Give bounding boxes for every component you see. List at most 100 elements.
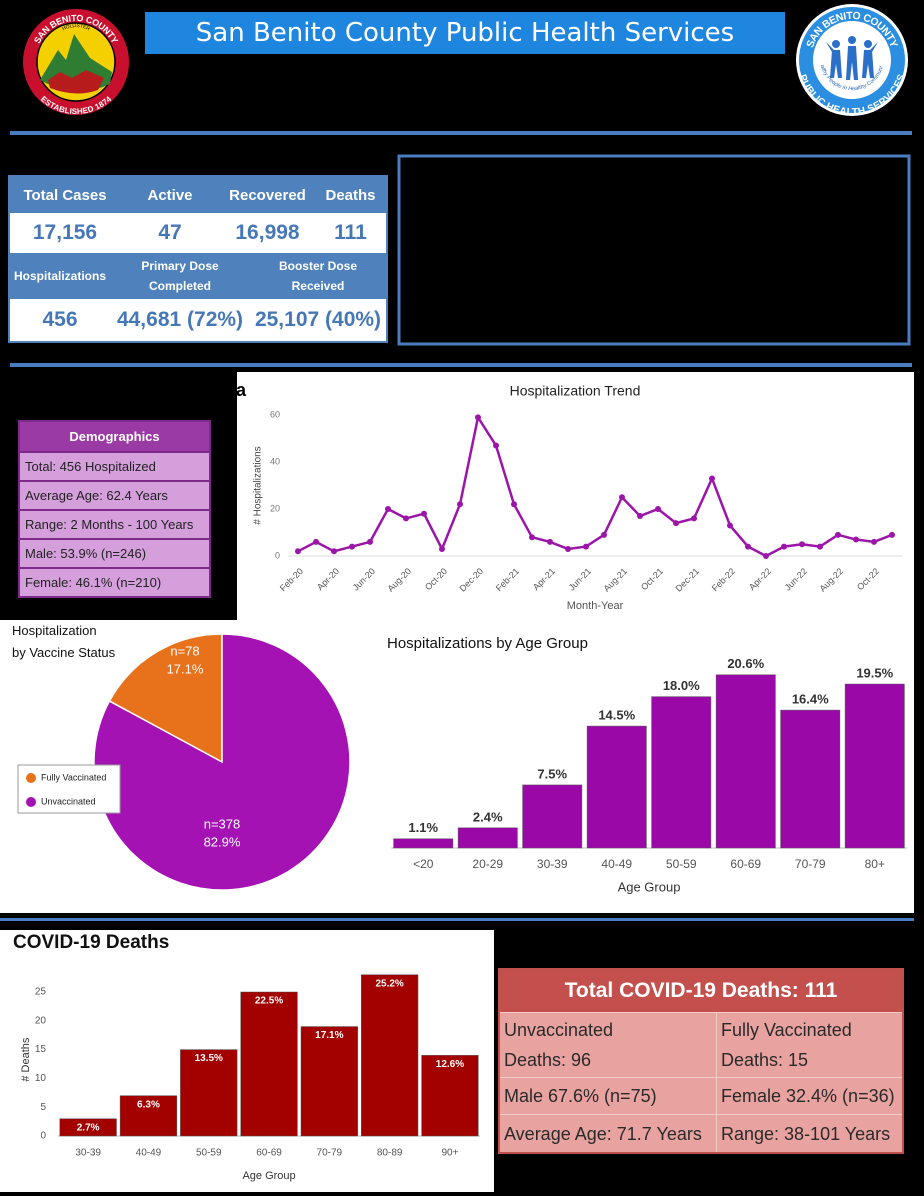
x-tick-label: 70-79	[317, 1148, 343, 1159]
county-seal: SAN BENITO COUNTY ESTABLISHED 1874 HOLLI…	[21, 7, 131, 117]
bar	[780, 709, 841, 849]
value-cell: 17,156	[32, 221, 98, 244]
deaths-table: Total COVID-19 Deaths: 111 Unvaccinated …	[498, 968, 904, 1154]
trend-point	[763, 553, 769, 559]
share-label: 2.7%	[77, 1122, 100, 1133]
trend-point	[349, 543, 355, 550]
bar	[651, 696, 712, 849]
bar	[844, 683, 905, 849]
deaths-cell: Average Age: 71.7 Years	[504, 1123, 702, 1144]
trend-point	[871, 538, 877, 545]
trend-point	[817, 543, 823, 550]
x-axis-title: Age Group	[618, 879, 681, 894]
trend-point	[655, 506, 661, 512]
value-cell: 25,107 (40%)	[254, 308, 382, 331]
x-tick-label: 40-49	[601, 857, 632, 871]
trend-point	[583, 543, 589, 550]
x-tick-label: 60-69	[256, 1148, 282, 1159]
trend-point	[691, 515, 697, 522]
y-tick-label: 15	[35, 1044, 47, 1055]
trend-point	[853, 536, 859, 543]
chart-title: COVID-19 Deaths	[13, 932, 169, 953]
x-tick-label: 50-59	[196, 1148, 222, 1159]
share-label: 13.5%	[195, 1053, 223, 1064]
deaths-cell: Female 32.4% (n=36)	[716, 1078, 902, 1114]
trend-point	[727, 522, 733, 529]
y-tick-label: 10	[35, 1073, 47, 1084]
x-tick-label: 70-79	[795, 857, 826, 871]
separator	[10, 131, 912, 135]
page-title: San Benito County Public Health Services	[145, 12, 785, 54]
trend-point	[565, 545, 571, 552]
value-label: 14.5%	[598, 708, 635, 723]
bar	[59, 1118, 117, 1137]
share-label: 25.2%	[375, 978, 403, 989]
count-label: n=78	[170, 643, 199, 658]
trend-point	[835, 531, 841, 538]
trend-point	[529, 534, 535, 541]
deaths-cell: Unvaccinated Deaths: 96	[504, 1020, 614, 1070]
demographics-row: Male: 53.9% (n=246)	[20, 538, 209, 567]
trend-point	[637, 513, 643, 520]
deaths-row: Male 67.6% (n=75) Female 32.4% (n=36)	[500, 1077, 902, 1114]
trend-point	[367, 538, 373, 545]
trend-point	[439, 545, 445, 552]
y-tick-label: 40	[270, 456, 280, 466]
y-tick-label: 20	[35, 1015, 47, 1026]
trend-point	[745, 543, 751, 550]
trend-point	[457, 501, 463, 508]
share-label: 12.6%	[436, 1059, 464, 1070]
value-cell: 44,681 (72%)	[116, 308, 244, 331]
x-tick-label: <20	[413, 857, 434, 871]
section-heading: a	[236, 380, 247, 400]
x-tick-label: 50-59	[666, 857, 697, 871]
demographics-row: Range: 2 Months - 100 Years	[20, 509, 209, 538]
legend-label: Unvaccinated	[41, 796, 96, 806]
summary-table: Total Cases Active Recovered Deaths 17,1…	[8, 175, 388, 343]
value-cell: 16,998	[235, 221, 300, 244]
info-panel	[397, 154, 911, 346]
trend-point	[889, 531, 895, 538]
bar	[522, 784, 583, 849]
y-tick-label: 5	[40, 1102, 46, 1113]
demographics-row: Total: 456 Hospitalized	[20, 451, 209, 480]
demographics-title: Demographics	[20, 422, 209, 451]
x-tick-label: 80-89	[377, 1148, 403, 1159]
x-tick-label: 30-39	[537, 857, 568, 871]
pie-title-line: by Vaccine Status	[12, 645, 116, 660]
bar	[421, 1055, 479, 1137]
header-cell: Deaths	[325, 186, 376, 204]
value-label: 2.4%	[473, 809, 503, 824]
count-label: n=378	[204, 816, 241, 831]
value-label: 19.5%	[856, 665, 893, 680]
x-tick-label: 30-39	[75, 1148, 101, 1159]
trend-point	[781, 543, 787, 550]
trend-line	[297, 414, 893, 558]
trend-point	[331, 548, 337, 555]
header-row: Hospitalizations Primary Dose Completed …	[10, 253, 386, 299]
trend-point	[493, 442, 499, 449]
trend-point	[709, 475, 715, 482]
bar	[361, 974, 419, 1137]
header-cell: Active	[147, 186, 193, 204]
value-label: 20.6%	[727, 656, 764, 671]
deaths-row: Average Age: 71.7 Years Range: 38-101 Ye…	[500, 1114, 902, 1152]
y-tick-label: 60	[270, 409, 280, 419]
chart-title: Hospitalizations by Age Group	[387, 635, 588, 652]
legend-swatch	[26, 797, 36, 807]
pie-title: Hospitalization by Vaccine Status	[12, 620, 115, 664]
y-tick-label: 0	[275, 550, 280, 560]
header-cell: Recovered	[229, 186, 306, 204]
trend-point	[295, 548, 301, 555]
y-tick-label: 0	[40, 1131, 46, 1142]
trend-point	[421, 510, 427, 517]
value-label: 7.5%	[537, 766, 567, 781]
header-cell: Primary Dose Completed	[141, 259, 219, 293]
deaths-table-title: Total COVID-19 Deaths: 111	[500, 970, 902, 1012]
separator	[0, 918, 914, 921]
x-tick-label: 80+	[865, 857, 885, 871]
y-tick-label: 25	[35, 987, 47, 998]
bar	[393, 838, 454, 849]
x-axis-title: Month-Year	[567, 600, 624, 612]
